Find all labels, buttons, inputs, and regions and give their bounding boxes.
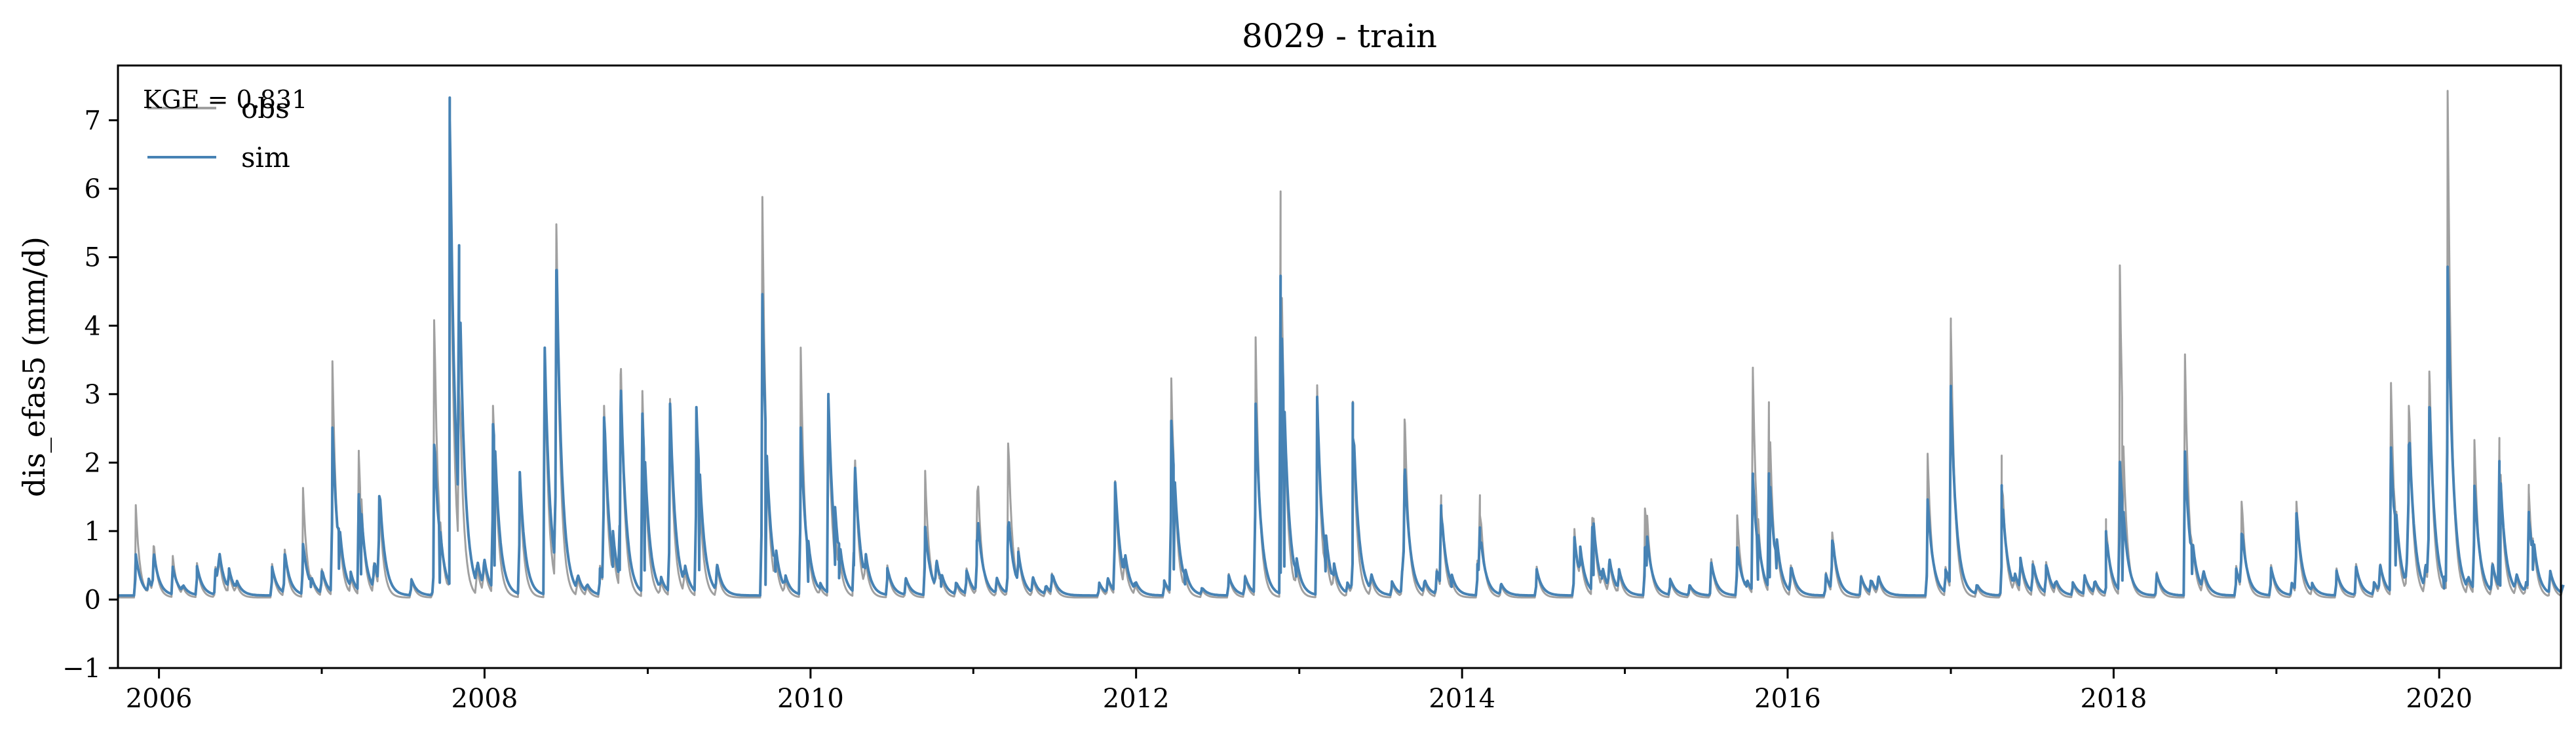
y-axis: −1 0 1 2 3 4 5 6 7 [62,106,118,684]
x-tick-label: 2018 [2081,684,2147,714]
y-tick-label: 5 [85,243,101,273]
y-tick-label: 1 [85,517,101,547]
kge-annotation: KGE = 0.831 [143,85,307,114]
legend: obs sim [147,92,290,174]
x-tick-label: 2012 [1103,684,1170,714]
x-tick-label: 2014 [1429,684,1495,714]
x-tick-label: 2008 [452,684,518,714]
series-layer [118,90,2565,599]
x-tick-label: 2016 [1754,684,1821,714]
y-tick-label: 4 [85,311,101,341]
y-tick-label: −1 [62,654,101,684]
y-tick-label: 3 [85,380,101,410]
chart-title: 8029 - train [1242,17,1437,55]
x-axis: 2006 2008 2010 2012 2014 2016 2018 2020 [126,668,2472,714]
y-tick-label: 2 [85,448,101,478]
y-tick-label: 0 [85,585,101,615]
y-axis-label: dis_efas5 (mm/d) [16,236,52,497]
x-tick-label: 2006 [126,684,193,714]
y-tick-label: 6 [85,174,101,204]
plot-frame [117,64,2562,669]
series-line-obs [118,90,2565,599]
legend-obs-label: obs [241,92,290,124]
x-tick-label: 2020 [2406,684,2472,714]
y-tick-label: 7 [85,106,101,136]
x-tick-label: 2010 [777,684,844,714]
legend-sim-label: sim [241,141,290,174]
axes-layer [117,64,2562,669]
series-line-sim [118,96,2565,597]
